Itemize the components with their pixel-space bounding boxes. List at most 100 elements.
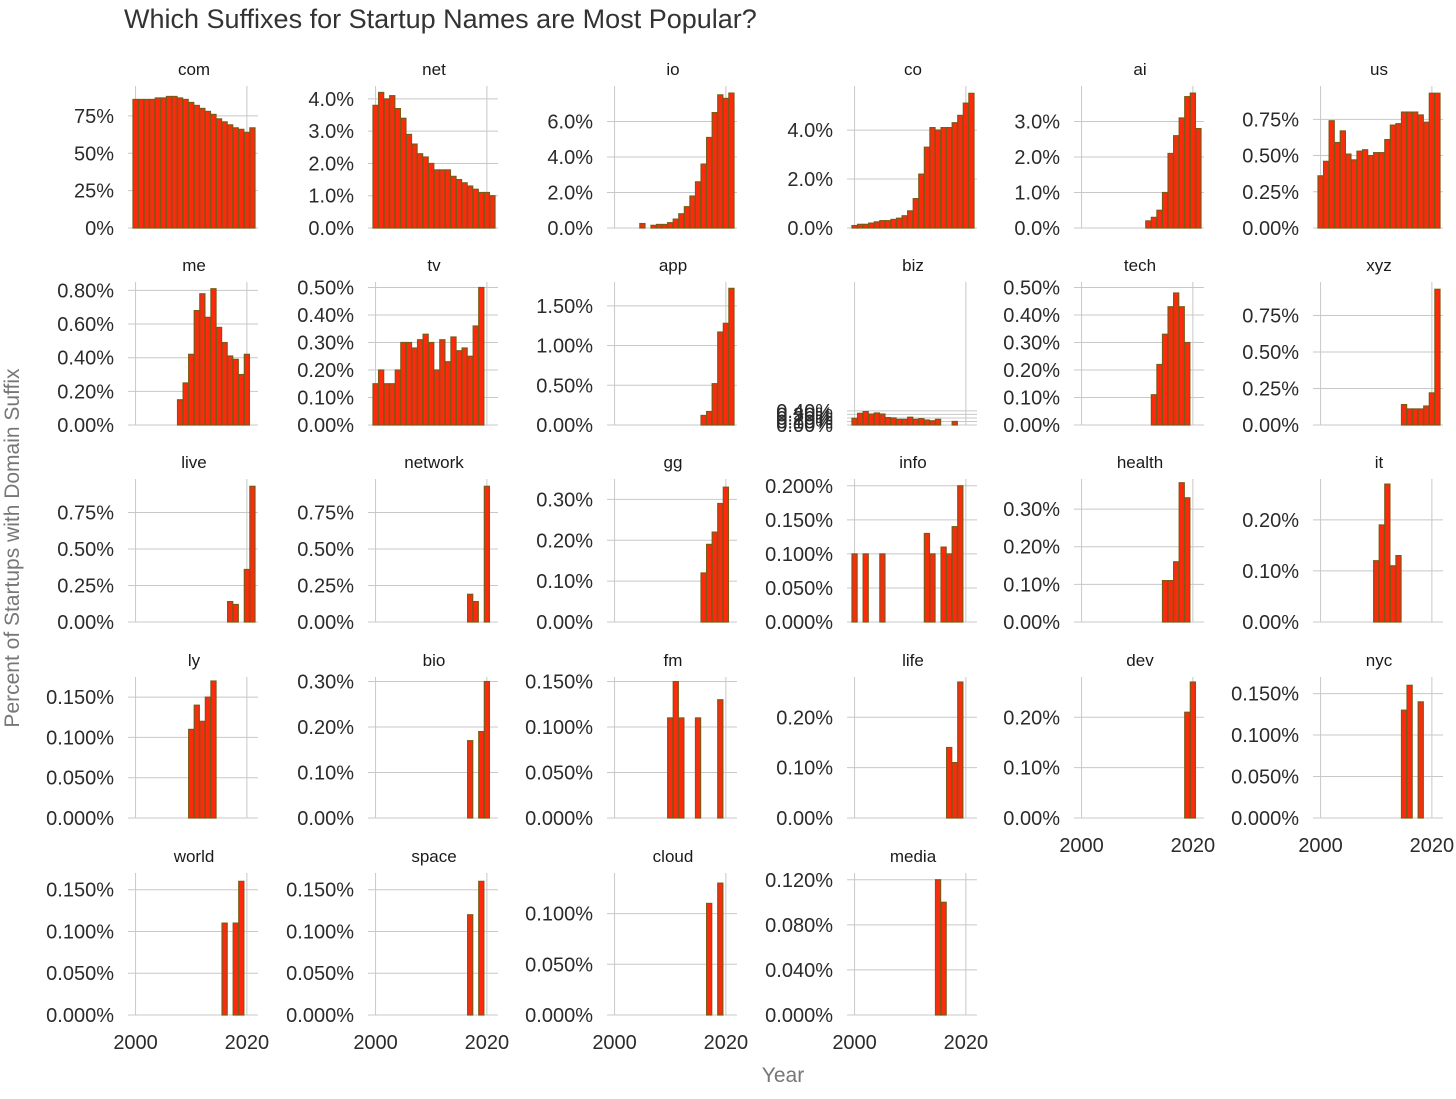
bar-us-2018 — [1417, 114, 1424, 229]
bar-tech-2018 — [1178, 306, 1185, 426]
bar-co-2010 — [907, 210, 914, 229]
y-tick-label: 0.100% — [525, 904, 593, 926]
bar-app-2018 — [711, 383, 718, 426]
bar-tv-2002 — [383, 383, 390, 426]
bar-biz-2008 — [895, 418, 903, 426]
panel-label: network — [404, 453, 464, 472]
bar-biz-2002 — [862, 410, 869, 426]
y-tick-label: 0.00% — [1242, 415, 1299, 437]
bar-ly-2010 — [188, 728, 195, 819]
y-tick-label: 0.30% — [1003, 333, 1060, 355]
y-tick-label: 0.20% — [57, 381, 114, 403]
bar-tv-2010 — [428, 341, 435, 426]
panel-label: co — [904, 60, 922, 79]
bar-tv-2007 — [411, 347, 418, 426]
bar-biz-2007 — [890, 417, 897, 426]
panel-label: media — [890, 847, 937, 866]
bar-us-2017 — [1412, 111, 1419, 229]
x-axis-title: Year — [762, 1064, 804, 1087]
x-tick-label: 2020 — [1410, 835, 1455, 857]
bar-ai-2021 — [1195, 128, 1202, 229]
bar-app-2019 — [717, 331, 724, 426]
panel-label: xyz — [1366, 256, 1392, 275]
panel-label: net — [422, 60, 446, 79]
bar-us-2002 — [1328, 120, 1335, 229]
bar-dev-2019 — [1184, 711, 1191, 819]
bar-us-2010 — [1373, 152, 1380, 229]
y-tick-label: 0.75% — [1242, 306, 1299, 328]
bar-co-2003 — [868, 222, 875, 229]
bar-me-2019 — [238, 373, 245, 426]
panel-label: bio — [423, 651, 446, 670]
bar-tv-2011 — [433, 369, 440, 426]
bar-tv-2019 — [478, 286, 485, 426]
y-tick-label: 0.30% — [297, 333, 354, 355]
y-tick-label: 0.100% — [765, 544, 833, 566]
bar-net-2009 — [422, 156, 429, 229]
y-tick-label: 0.60% — [57, 314, 114, 336]
bar-ai-2017 — [1173, 135, 1180, 229]
bar-co-2009 — [901, 215, 908, 229]
y-tick-label: 0.00% — [776, 415, 833, 437]
y-tick-label: 1.0% — [308, 186, 354, 208]
bar-ly-2014 — [210, 680, 217, 819]
bar-ai-2020 — [1189, 92, 1197, 229]
y-tick-label: 0.000% — [525, 808, 593, 830]
panel-network: network 0.00% 0.25% 0.50% 0.75% — [297, 453, 498, 634]
y-tick-label: 0.150% — [46, 880, 114, 902]
panel-label: app — [659, 256, 687, 275]
bar-dev-2020 — [1189, 681, 1197, 819]
bar-biz-2003 — [868, 413, 875, 426]
bar-net-2006 — [405, 133, 413, 229]
panel-label: biz — [902, 256, 924, 275]
bar-cloud-2019 — [717, 882, 724, 1016]
bar-info-2019 — [957, 485, 964, 623]
bar-co-2011 — [912, 198, 919, 229]
panel-label: ai — [1133, 60, 1146, 79]
chart-title: Which Suffixes for Startup Names are Mos… — [124, 4, 757, 34]
bar-tech-2019 — [1184, 341, 1191, 426]
bar-space-2019 — [478, 880, 485, 1016]
bar-biz-2018 — [951, 420, 958, 426]
bar-us-2012 — [1384, 139, 1391, 229]
y-tick-label: 0.050% — [765, 578, 833, 600]
bar-me-2013 — [204, 316, 212, 426]
bar-tv-2009 — [422, 333, 429, 426]
bar-health-2016 — [1167, 580, 1174, 623]
bar-tv-2012 — [439, 339, 446, 426]
bar-tv-2015 — [455, 350, 463, 426]
bar-xyz-2016 — [1406, 408, 1413, 426]
y-tick-label: 0.100% — [46, 727, 114, 749]
y-tick-label: 0.120% — [765, 870, 833, 892]
bar-io-2010 — [667, 222, 674, 229]
bar-net-2012 — [439, 169, 446, 229]
bar-info-2000 — [851, 553, 858, 623]
y-tick-label: 0.0% — [308, 218, 354, 240]
panel-xyz: xyz 0.00% 0.25% 0.50% 0.75% — [1242, 256, 1443, 437]
y-tick-label: 0.75% — [297, 503, 354, 525]
y-tick-label: 0.150% — [525, 672, 593, 694]
bar-com-2010 — [188, 101, 195, 229]
y-tick-label: 0.000% — [765, 612, 833, 634]
bar-me-2018 — [232, 358, 239, 426]
bar-io-2018 — [711, 112, 718, 229]
bar-com-2019 — [238, 128, 245, 229]
panel-label: us — [1370, 60, 1388, 79]
bar-us-2006 — [1350, 159, 1358, 229]
bar-net-2010 — [428, 162, 435, 229]
y-tick-label: 0.150% — [46, 687, 114, 709]
panel-tv: tv 0.00% 0.10% 0.20% 0.30% 0.40% 0.50% — [297, 256, 498, 437]
y-tick-label: 0.050% — [46, 963, 114, 985]
y-tick-label: 0.000% — [765, 1005, 833, 1027]
y-tick-label: 0.75% — [1242, 109, 1299, 131]
y-tick-label: 0.080% — [765, 915, 833, 937]
bar-co-2014 — [929, 127, 936, 229]
bar-us-2021 — [1434, 92, 1441, 229]
bar-me-2010 — [188, 353, 195, 426]
y-tick-label: 1.00% — [536, 336, 593, 358]
bar-app-2017 — [706, 410, 713, 426]
bar-xyz-2021 — [1434, 288, 1441, 426]
bar-com-2000 — [132, 98, 139, 229]
bar-net-2016 — [461, 182, 468, 229]
y-tick-label: 6.0% — [547, 112, 593, 134]
